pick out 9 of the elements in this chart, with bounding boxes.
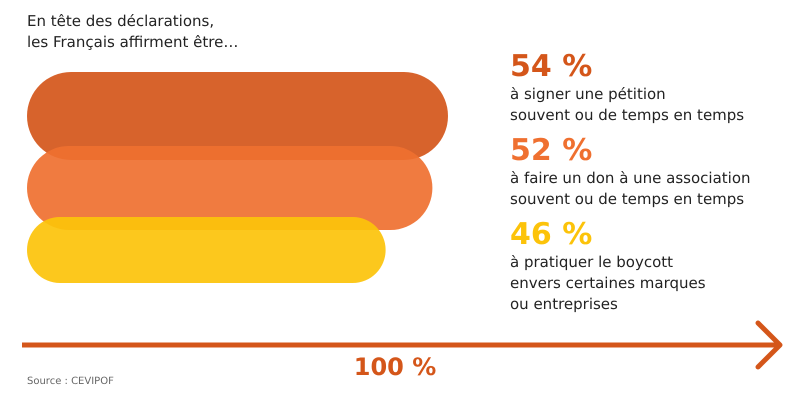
x-axis-title: 100 % bbox=[354, 353, 436, 381]
y-tick-label: à faire un don à une association souvent ou de temps en temps bbox=[510, 169, 750, 208]
source-note: Source : CEVIPOF bbox=[27, 376, 114, 387]
chart-title: En tête des déclarations, les Français affirment être… bbox=[27, 12, 238, 51]
data-label: 54 % bbox=[510, 49, 592, 84]
y-tick-label: à signer une pétition souvent ou de temps en temps bbox=[510, 85, 744, 124]
y-tick-label: à pratiquer le boycott envers certaines marques ou entreprises bbox=[510, 253, 706, 313]
data-label: 46 % bbox=[510, 217, 592, 252]
data-label: 52 % bbox=[510, 133, 592, 168]
